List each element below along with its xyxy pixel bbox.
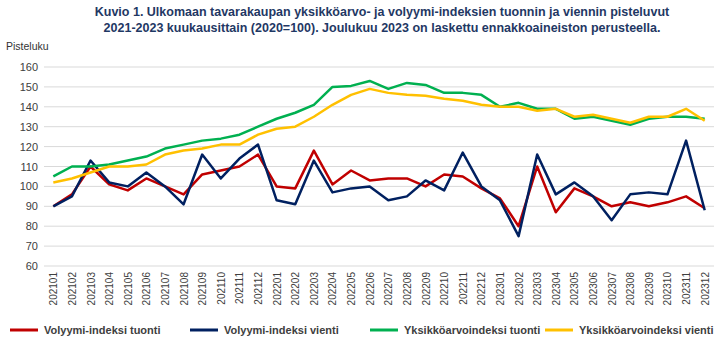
x-tick-label: 202303 bbox=[532, 272, 543, 306]
grid-line bbox=[44, 106, 714, 107]
y-tick-label: 90 bbox=[26, 200, 38, 212]
grid-line bbox=[44, 86, 714, 87]
x-tick-label: 202108 bbox=[179, 272, 190, 306]
x-tick-label: 202101 bbox=[48, 272, 59, 306]
y-axis-label: Pisteluku bbox=[6, 40, 49, 52]
legend-swatch bbox=[370, 329, 398, 332]
title-line: Kuvio 1. Ulkomaan tavarakaupan yksikköar… bbox=[95, 5, 670, 19]
x-tick-label: 202305 bbox=[569, 272, 580, 306]
x-tick-label: 202102 bbox=[67, 272, 78, 306]
x-tick-label: 202308 bbox=[625, 272, 636, 306]
legend-label: Volyymi-indeksi vienti bbox=[224, 324, 339, 336]
grid-line bbox=[44, 166, 714, 167]
x-tick-label: 202206 bbox=[365, 272, 376, 306]
x-tick-label: 202311 bbox=[681, 272, 692, 305]
x-tick-label: 202208 bbox=[402, 272, 413, 306]
grid-line bbox=[44, 186, 714, 187]
x-tick-label: 202301 bbox=[495, 272, 506, 306]
legend-label: Yksikköarvoindeksi tuonti bbox=[404, 324, 540, 336]
legend-swatch bbox=[10, 329, 38, 332]
title-line: 2021-2023 kuukausittain (2020=100). Joul… bbox=[104, 21, 661, 35]
background bbox=[0, 0, 716, 360]
grid-line bbox=[44, 266, 714, 267]
x-tick-label: 202110 bbox=[216, 272, 227, 305]
x-tick-label: 202306 bbox=[588, 272, 599, 306]
grid-line bbox=[44, 246, 714, 247]
x-tick-label: 202307 bbox=[607, 272, 618, 306]
grid-line bbox=[44, 126, 714, 127]
series-line bbox=[53, 89, 704, 183]
legend-label: Volyymi-indeksi tuonti bbox=[44, 324, 161, 336]
x-tick-label: 202201 bbox=[272, 272, 283, 306]
y-tick-label: 130 bbox=[20, 121, 38, 133]
x-tick-label: 202111 bbox=[234, 272, 245, 304]
title: Kuvio 1. Ulkomaan tavarakaupan yksikköar… bbox=[95, 5, 670, 35]
grid-line bbox=[44, 146, 714, 147]
x-tick-label: 202204 bbox=[327, 272, 338, 306]
y-tick-label: 110 bbox=[20, 161, 38, 173]
x-tick-label: 202212 bbox=[476, 272, 487, 306]
x-tick-label: 202211 bbox=[458, 272, 469, 305]
x-tick-label: 202205 bbox=[346, 272, 357, 306]
plot-area bbox=[53, 81, 704, 236]
y-tick-label: 60 bbox=[26, 260, 38, 272]
x-tick-label: 202103 bbox=[86, 272, 97, 306]
chart: Kuvio 1. Ulkomaan tavarakaupan yksikköar… bbox=[0, 0, 716, 360]
y-tick-label: 120 bbox=[20, 141, 38, 153]
y-tick-label: 150 bbox=[20, 81, 38, 93]
x-tick-label: 202310 bbox=[662, 272, 673, 306]
legend-label: Yksikköarvoindeksi vienti bbox=[579, 324, 714, 336]
y-tick-label: 140 bbox=[20, 101, 38, 113]
y-tick-label: 80 bbox=[26, 220, 38, 232]
x-tick-label: 202312 bbox=[700, 272, 711, 306]
x-tick-label: 202112 bbox=[253, 272, 264, 305]
x-tick-label: 202105 bbox=[123, 272, 134, 306]
legend-swatch bbox=[545, 329, 573, 332]
x-tick-label: 202104 bbox=[104, 272, 115, 306]
x-tick-label: 202210 bbox=[439, 272, 450, 306]
x-tick-label: 202209 bbox=[421, 272, 432, 306]
x-tick-label: 202309 bbox=[644, 272, 655, 306]
x-tick-label: 202203 bbox=[309, 272, 320, 306]
grid-line bbox=[44, 67, 714, 68]
x-tick-label: 202302 bbox=[514, 272, 525, 306]
x-tick-label: 202109 bbox=[197, 272, 208, 306]
grid-line bbox=[44, 226, 714, 227]
y-tick-label: 70 bbox=[26, 240, 38, 252]
x-tick-label: 202106 bbox=[141, 272, 152, 306]
x-tick-label: 202202 bbox=[290, 272, 301, 306]
legend-swatch bbox=[190, 329, 218, 332]
x-tick-label: 202107 bbox=[160, 272, 171, 306]
y-tick-label: 100 bbox=[20, 180, 38, 192]
x-tick-label: 202207 bbox=[383, 272, 394, 306]
y-tick-label: 160 bbox=[20, 61, 38, 73]
x-tick-label: 202304 bbox=[551, 272, 562, 306]
